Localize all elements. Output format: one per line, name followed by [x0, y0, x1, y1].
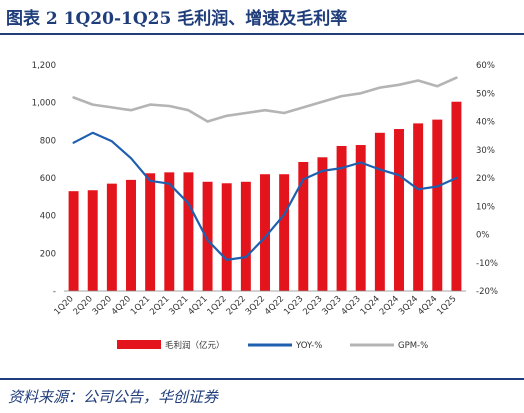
- ratio-lines: [72, 76, 458, 261]
- bar: [145, 173, 156, 291]
- bar: [374, 132, 385, 291]
- legend-label-gpm: GPM-%: [398, 341, 428, 351]
- right-tick-label: 40%: [476, 118, 495, 128]
- right-tick-label: 10%: [476, 202, 495, 212]
- left-tick-label: 800: [40, 136, 56, 146]
- x-tick-label: 2Q21: [148, 294, 171, 317]
- bar: [202, 181, 213, 291]
- x-tick-label: 3Q24: [397, 294, 420, 317]
- figure-title: 图表 2 1Q20-1Q25 毛利润、增速及毛利率: [6, 9, 348, 29]
- legend: 毛利润（亿元） YOY-% GPM-%: [117, 340, 428, 351]
- yoy-line: [72, 131, 458, 261]
- title-divider: [0, 33, 524, 35]
- right-tick-label: -20%: [476, 287, 498, 297]
- bar: [87, 190, 98, 291]
- x-tick-label: 1Q22: [206, 294, 229, 317]
- x-tick-label: 4Q22: [263, 294, 286, 317]
- x-tick-label: 2Q20: [72, 294, 95, 317]
- x-tick-label: 4Q23: [340, 294, 363, 317]
- bar: [432, 119, 443, 291]
- x-tick-label: 3Q20: [91, 294, 114, 317]
- x-tick-label: 4Q24: [416, 294, 439, 317]
- left-tick-label: 1,200: [32, 61, 56, 71]
- legend-label-gross-profit: 毛利润（亿元）: [165, 340, 225, 351]
- x-tick-label: 1Q25: [435, 294, 458, 317]
- bar: [68, 191, 79, 291]
- x-tick-label: 2Q22: [225, 294, 248, 317]
- bar: [451, 101, 462, 291]
- bar: [336, 145, 347, 291]
- right-tick-label: 0%: [476, 231, 490, 241]
- bar: [279, 174, 290, 291]
- bar: [164, 172, 175, 291]
- x-tick-label: 1Q23: [282, 294, 305, 317]
- right-tick-label: 30%: [476, 146, 495, 156]
- legend-label-yoy: YOY-%: [295, 341, 322, 351]
- source-divider: [0, 378, 524, 380]
- x-tick-label: 3Q21: [167, 294, 190, 317]
- x-tick-label: 1Q20: [52, 294, 75, 317]
- legend-swatch-gross-profit: [117, 340, 161, 349]
- x-tick-label: 2Q24: [378, 294, 401, 317]
- right-axis: -20% -10% 0% 10% 20% 30% 40% 50% 60%: [476, 61, 498, 297]
- bar: [240, 181, 251, 291]
- right-tick-label: -10%: [476, 259, 498, 269]
- x-tick-label: 1Q21: [129, 294, 152, 317]
- right-tick-label: 60%: [476, 61, 495, 71]
- bar: [413, 123, 424, 291]
- gross-profit-chart: - 200 400 600 800 1,000 1,200 -20% -10% 0% 10% 20%…: [32, 61, 498, 351]
- left-tick-label: 200: [40, 249, 56, 259]
- figure-header: 图表 2 1Q20-1Q25 毛利润、增速及毛利率: [0, 0, 524, 36]
- x-tick-label: 4Q20: [110, 294, 133, 317]
- x-tick-label: 4Q21: [186, 294, 209, 317]
- x-tick-label: 3Q23: [320, 294, 343, 317]
- left-tick-label: 400: [40, 212, 56, 222]
- right-tick-label: 20%: [476, 174, 495, 184]
- bar: [317, 157, 328, 291]
- bar: [221, 183, 232, 291]
- right-tick-label: 50%: [476, 89, 495, 99]
- bar: [355, 145, 366, 291]
- bar: [183, 172, 194, 291]
- x-tick-label: 2Q23: [301, 294, 324, 317]
- x-axis: 1Q202Q203Q204Q201Q212Q213Q214Q211Q222Q22…: [52, 290, 466, 317]
- source-note: 资料来源：公司公告，华创证券: [8, 388, 219, 406]
- x-tick-label: 3Q22: [244, 294, 267, 317]
- bar: [394, 129, 404, 291]
- bar: [106, 183, 117, 291]
- gross-profit-bars: [68, 101, 462, 291]
- bar: [298, 161, 309, 291]
- left-tick-label: -: [53, 287, 56, 297]
- left-axis: - 200 400 600 800 1,000 1,200: [32, 61, 56, 297]
- gpm-line: [72, 76, 458, 123]
- bar: [126, 179, 136, 291]
- left-tick-label: 600: [40, 174, 56, 184]
- x-tick-label: 1Q24: [359, 294, 382, 317]
- left-tick-label: 1,000: [32, 99, 56, 109]
- bar: [260, 174, 270, 291]
